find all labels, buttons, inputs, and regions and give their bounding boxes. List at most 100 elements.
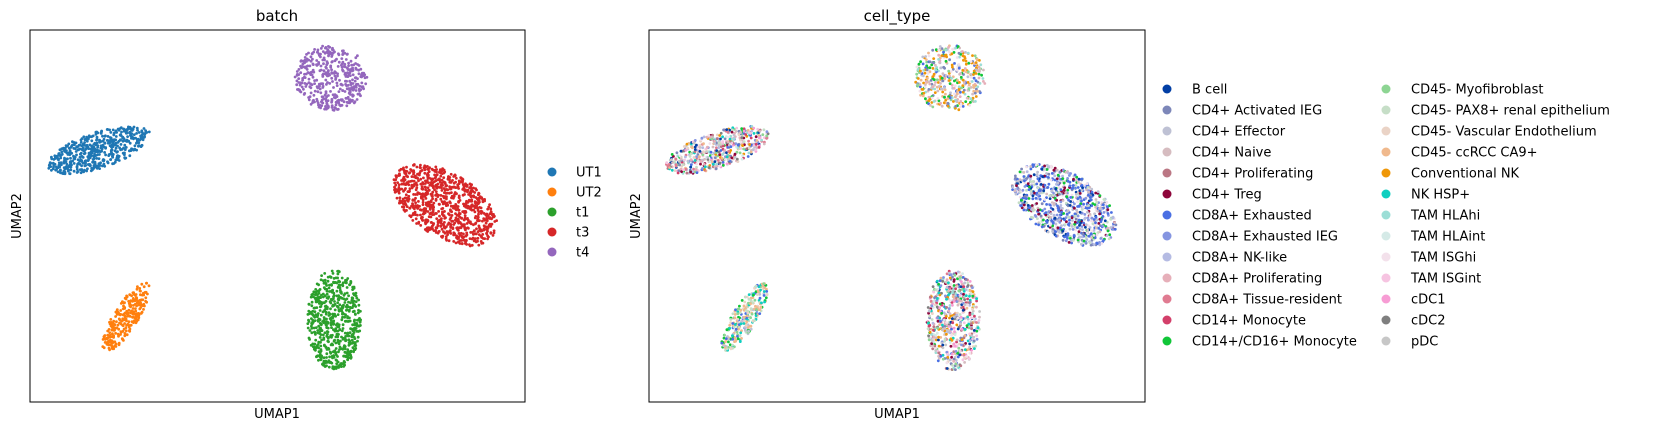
- batch-point: [347, 61, 350, 65]
- batch-point: [313, 82, 316, 85]
- batch-point: [334, 347, 338, 350]
- cell-type-point: [757, 146, 761, 149]
- batch-point: [114, 331, 117, 335]
- batch-point: [443, 200, 446, 204]
- cell-type-point: [756, 293, 759, 296]
- cell-type-point: [1061, 229, 1065, 233]
- batch-point: [343, 301, 347, 304]
- batch-point: [361, 86, 365, 90]
- cell-type-point: [1043, 207, 1047, 211]
- batch-point: [451, 179, 454, 182]
- batch-point: [147, 130, 151, 134]
- cell-type-point: [938, 279, 942, 283]
- batch-point: [417, 179, 420, 183]
- cell-type-point: [684, 155, 687, 159]
- cell-type-point: [765, 293, 769, 297]
- batch-point: [329, 343, 333, 347]
- batch-point: [418, 166, 422, 169]
- cell-type-point: [1057, 185, 1061, 189]
- cell-type-point: [1090, 187, 1094, 191]
- batch-point: [54, 165, 58, 169]
- batch-point: [435, 173, 439, 177]
- batch-point: [318, 87, 322, 91]
- batch-point: [452, 240, 456, 243]
- cell-type-point: [1080, 235, 1084, 239]
- cell-type-point: [1109, 217, 1113, 221]
- batch-point: [442, 187, 446, 190]
- batch-point: [330, 283, 333, 287]
- cell-type-point: [1046, 230, 1050, 234]
- batch-point: [334, 366, 338, 370]
- batch-point: [476, 219, 479, 223]
- batch-point: [344, 58, 348, 61]
- cell-type-point: [1086, 210, 1089, 214]
- batch-point: [67, 142, 71, 146]
- batch-point: [115, 326, 119, 330]
- batch-point: [440, 227, 444, 231]
- cell-type-point: [1045, 192, 1049, 196]
- batch-point: [334, 103, 338, 107]
- cell-type-point: [702, 162, 706, 166]
- batch-point: [440, 200, 444, 204]
- batch-point: [325, 364, 328, 368]
- batch-point: [318, 336, 322, 339]
- cell-type-point: [676, 171, 680, 175]
- cell-type-point: [1078, 227, 1082, 231]
- cell-type-point: [972, 335, 976, 339]
- cell-type-point: [1082, 205, 1085, 209]
- cell-type-point: [737, 307, 741, 311]
- batch-point: [85, 139, 89, 143]
- batch-point: [297, 68, 301, 71]
- batch-point: [485, 231, 489, 235]
- batch-point: [324, 78, 328, 82]
- batch-point: [485, 219, 489, 223]
- cell-type-point: [754, 314, 758, 317]
- batch-point: [486, 214, 490, 218]
- batch-point: [405, 174, 408, 178]
- batch-point: [474, 237, 477, 241]
- batch-point: [341, 312, 344, 316]
- batch-point: [339, 364, 343, 368]
- cell-type-point: [944, 294, 947, 298]
- cell-type-point: [941, 357, 945, 361]
- cell-type-point: [718, 161, 722, 165]
- cell-type-point: [1051, 230, 1054, 233]
- cell-type-point: [740, 299, 744, 302]
- batch-point: [353, 100, 357, 103]
- batch-point: [105, 342, 109, 346]
- cell-type-point: [1074, 217, 1078, 221]
- batch-point: [140, 144, 144, 147]
- batch-point: [81, 161, 85, 165]
- cell-type-point: [931, 321, 935, 325]
- batch-point: [120, 130, 123, 134]
- batch-point: [133, 312, 136, 316]
- batch-point: [59, 168, 62, 172]
- batch-point: [114, 315, 117, 318]
- cell-type-point: [1029, 177, 1032, 181]
- cell-type-point: [957, 346, 961, 350]
- cell-type-point: [1086, 186, 1090, 189]
- batch-point: [339, 307, 343, 310]
- cell-type-point: [733, 336, 737, 339]
- batch-point: [351, 306, 354, 309]
- batch-point: [119, 143, 123, 146]
- batch-point: [327, 340, 330, 344]
- batch-point: [351, 68, 355, 72]
- batch-point: [490, 213, 494, 217]
- cell-type-point: [1111, 224, 1115, 228]
- batch-point: [348, 316, 351, 320]
- batch-point: [122, 318, 126, 322]
- batch-point: [467, 193, 470, 196]
- batch-point: [92, 149, 95, 153]
- cell-type-point: [972, 339, 976, 343]
- batch-point: [350, 63, 353, 67]
- batch-point: [348, 283, 351, 287]
- batch-point: [345, 291, 349, 295]
- cell-type-point: [1102, 211, 1106, 214]
- cell-type-point: [718, 153, 722, 157]
- batch-point: [357, 68, 360, 72]
- cell-type-point: [933, 303, 937, 306]
- cell-type-point: [731, 312, 735, 316]
- batch-point: [313, 315, 317, 319]
- cell-type-point: [739, 331, 743, 335]
